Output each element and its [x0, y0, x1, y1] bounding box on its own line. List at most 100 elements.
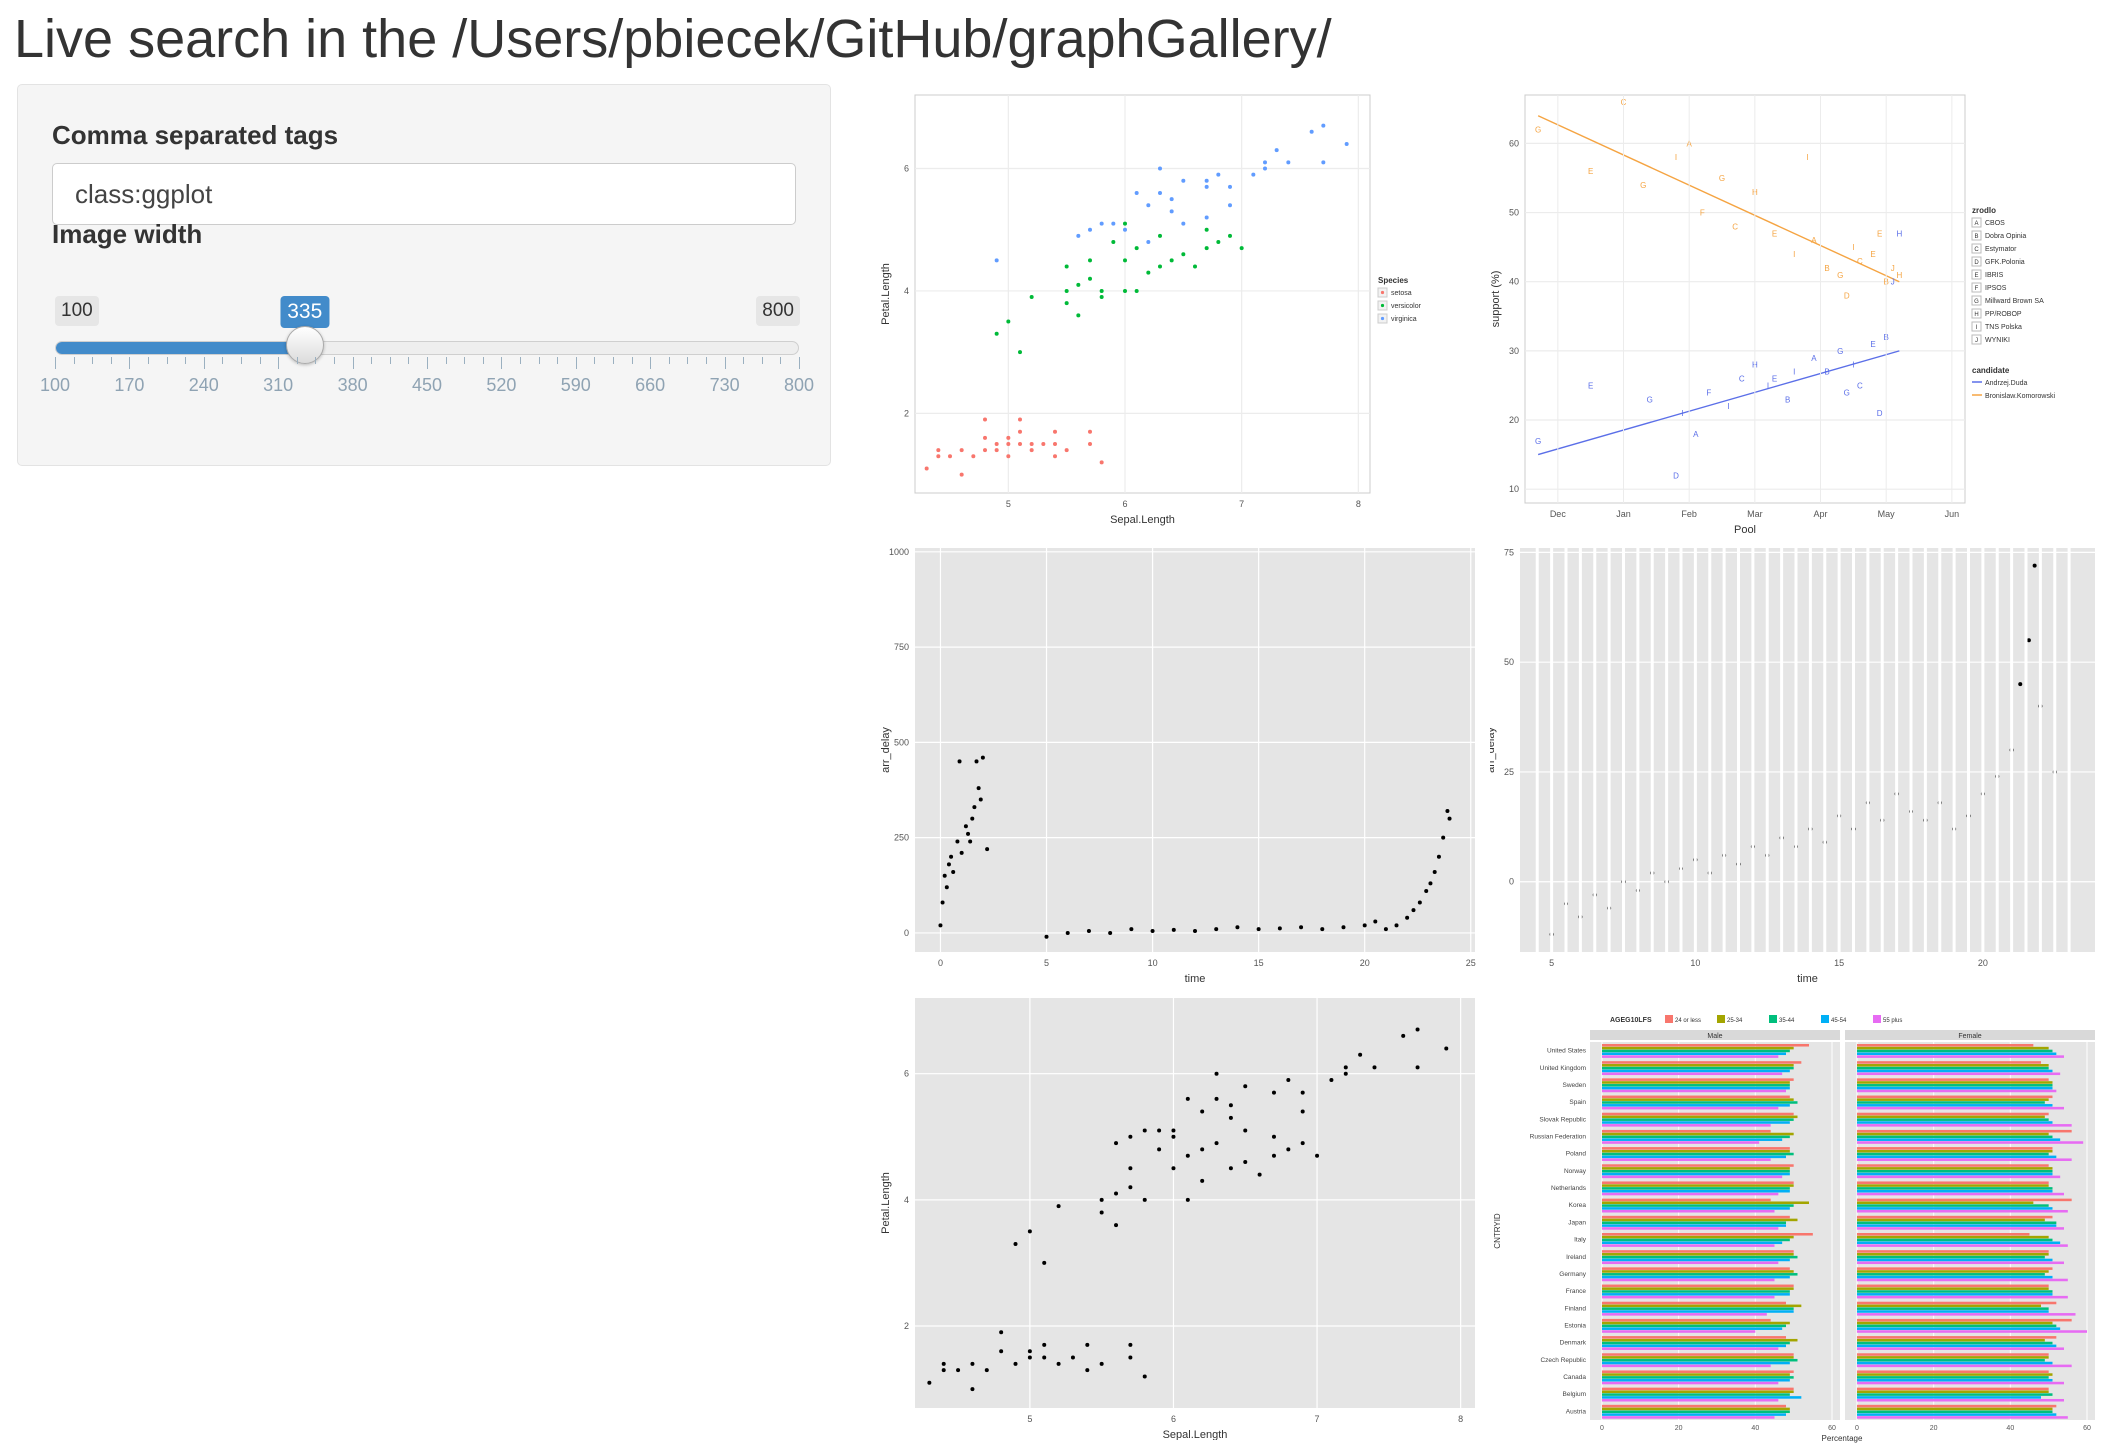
page-title: Live search in the /Users/pbiecek/GitHub…: [14, 9, 1332, 69]
data-point: [1299, 925, 1304, 930]
image-width-label: Image width: [52, 219, 203, 249]
bar: [1857, 1141, 2084, 1144]
bar: [1857, 1310, 2049, 1313]
bar: [1602, 1086, 1790, 1090]
tags-input[interactable]: [52, 163, 796, 225]
data-point: [994, 448, 999, 453]
slider-tick-label: 590: [560, 375, 591, 395]
bar: [1602, 1227, 1779, 1230]
bar: [1602, 1069, 1790, 1073]
bar: [1602, 1187, 1790, 1190]
x-tick-label: 15: [1254, 958, 1264, 968]
data-point: [1158, 233, 1162, 238]
data-point: [1134, 190, 1139, 195]
data-point: [1214, 1096, 1219, 1101]
gallery-image-iris-plain[interactable]: 5 6 7 8 2 4 6 Sepal.Length Petal.Length: [880, 990, 1480, 1440]
width-slider-track[interactable]: [55, 341, 799, 355]
gallery-image-arr-delay-smoothed[interactable]: 5 10 15 20 0 25 50 75 time arr_delay: [1490, 540, 2104, 988]
bar: [1857, 1104, 2053, 1107]
data-point: [959, 850, 964, 855]
legend-swatch: [1873, 1015, 1881, 1023]
bar: [1857, 1278, 2068, 1282]
data-point: [1134, 246, 1139, 251]
gallery-image-iris-species[interactable]: 5 6 7 8 2 4 6 Sepal.Length Petal.Length Species se…: [880, 85, 1435, 545]
slider-tick-label: 240: [188, 375, 219, 395]
data-point: [1185, 1096, 1190, 1101]
data-point: [999, 1349, 1004, 1354]
slider-tick: [575, 357, 577, 369]
data-point-label: B: [1824, 264, 1829, 273]
data-point: [984, 1368, 989, 1373]
data-point: [1018, 442, 1022, 447]
data-point: [1099, 1210, 1104, 1215]
bar: [1857, 1044, 2034, 1047]
data-point-label: I: [1793, 250, 1795, 259]
bar: [1857, 1341, 2053, 1345]
data-point: [2026, 638, 2031, 643]
data-point: [1114, 1223, 1119, 1228]
data-point: [1415, 1027, 1420, 1032]
data-point: [1204, 246, 1209, 251]
plot-panel: [915, 548, 1475, 952]
legend-key: [1971, 230, 1982, 241]
data-point: [1447, 816, 1452, 821]
gallery-image-agegroup-bars[interactable]: AGEG10LFS 24 or less 25-34 35-44 45-54 55 plu…: [1490, 1008, 2104, 1444]
data-point: [1444, 1046, 1449, 1051]
slider-tick-label: 170: [114, 375, 145, 395]
bar: [1857, 1052, 2057, 1056]
tags-label: Comma separated tags: [52, 120, 339, 150]
plot-panel: [915, 998, 1475, 1408]
y-axis-title: support (%): [1490, 271, 1502, 328]
bar: [1857, 1081, 2053, 1084]
bar: [1602, 1066, 1794, 1070]
bar: [1602, 1284, 1794, 1288]
category-label: United Kingdom: [1540, 1065, 1586, 1072]
legend-title: zrodlo: [1972, 206, 1996, 215]
data-point: [1228, 1103, 1233, 1108]
bar: [1602, 1313, 1767, 1316]
data-point: [1088, 258, 1092, 263]
bar: [1602, 1089, 1786, 1093]
bar: [1602, 1293, 1790, 1296]
data-point: [1027, 1349, 1032, 1354]
slider-tick: [55, 357, 56, 369]
x-axis-title: Percentage: [1822, 1434, 1863, 1443]
data-point: [1228, 184, 1232, 189]
bar: [1602, 1336, 1786, 1339]
y-tick-label: 20: [1509, 415, 1519, 425]
width-slider-handle[interactable]: [285, 326, 324, 364]
bar: [1602, 1396, 1802, 1399]
bar: [1857, 1129, 2072, 1133]
slider-tick-label: 800: [783, 375, 815, 395]
data-point: [971, 454, 976, 459]
bar: [1602, 1209, 1775, 1213]
bar: [1857, 1112, 2049, 1116]
bar: [1602, 1101, 1798, 1104]
data-point: [1239, 246, 1244, 251]
data-point-label: C: [1732, 222, 1738, 231]
data-point-label: G: [1535, 126, 1541, 135]
data-point-label: I: [1806, 153, 1808, 162]
bar: [1602, 1416, 1775, 1419]
bar: [1602, 1106, 1779, 1110]
data-point: [1171, 927, 1176, 932]
category-label: Slovak Republic: [1539, 1116, 1586, 1123]
legend-title: AGEG10LFS: [1610, 1017, 1652, 1024]
legend-swatch: [1380, 316, 1385, 321]
data-point: [1216, 239, 1221, 244]
category-label: Spain: [1569, 1099, 1586, 1106]
category-label: France: [1566, 1288, 1587, 1295]
data-point: [1029, 295, 1034, 300]
data-point: [1415, 1065, 1420, 1070]
data-point-label: J: [1891, 264, 1895, 273]
legend-swatch: [1380, 290, 1385, 295]
category-label: Canada: [1563, 1374, 1586, 1381]
data-point: [1006, 442, 1011, 447]
bar: [1602, 1238, 1790, 1242]
plot-panel: [914, 94, 1371, 494]
data-point: [946, 862, 951, 867]
slider-tick: [501, 357, 503, 369]
bar: [1602, 1304, 1802, 1308]
